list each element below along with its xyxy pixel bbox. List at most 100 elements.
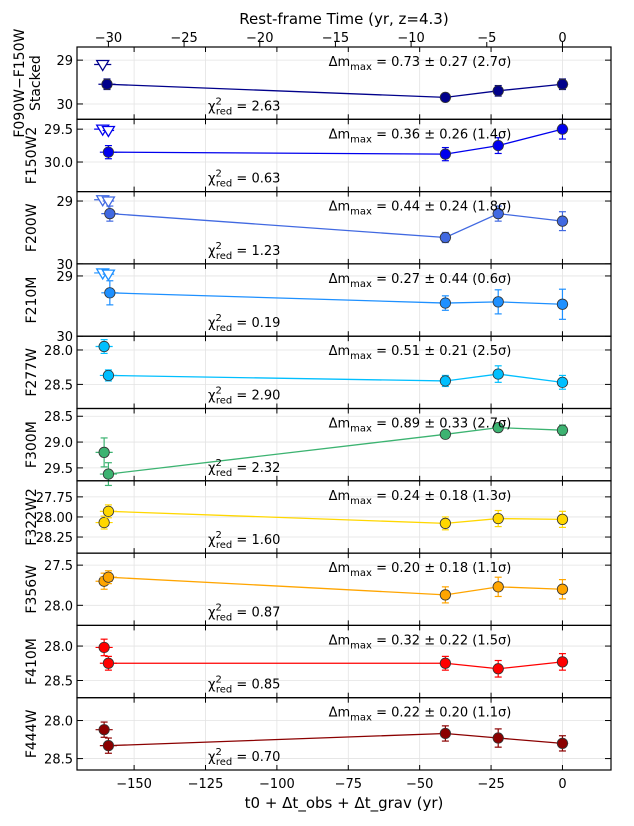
panel-label-group-7: F356W — [24, 565, 40, 614]
data-point-2-2 — [492, 208, 504, 220]
series-line-1 — [108, 128, 563, 155]
panel-label-9: F444W — [24, 709, 40, 758]
data-point-7-2 — [439, 589, 451, 601]
xtick-label: 0 — [558, 777, 566, 792]
panel-label-0-line2: Stacked — [28, 55, 44, 111]
ytick-label-7: 28.0 — [44, 599, 73, 614]
data-point-1-2 — [492, 139, 504, 152]
data-point-0-2 — [492, 85, 504, 97]
ytick-label-1: 29.5 — [44, 123, 73, 138]
panel-label-7: F356W — [24, 565, 40, 614]
panel-annotation-8: Δmmax = 0.32 ± 0.22 (1.5σ) — [329, 633, 512, 651]
data-point-0-3 — [556, 78, 569, 90]
series-line-6 — [108, 510, 563, 525]
upper-limit-marker-1-1 — [101, 125, 116, 138]
top-tick-label: −15 — [322, 31, 349, 46]
data-point-2-3 — [556, 215, 569, 227]
data-point-9-4 — [556, 737, 569, 749]
data-point-6-1 — [102, 505, 115, 517]
series-line-9 — [108, 732, 563, 747]
panel-label-group-9: F444W — [24, 709, 40, 758]
panel-chi2-0: χ2 red = 2.63 — [208, 96, 280, 117]
ytick-label-3: 30 — [56, 330, 73, 345]
top-tick-label: −25 — [170, 31, 197, 46]
data-point-1-1 — [439, 148, 451, 160]
series-line-3 — [109, 292, 563, 305]
ytick-label-8: 28.0 — [44, 640, 73, 655]
data-point-8-1 — [102, 657, 115, 669]
panel-chi2-6: χ2 red = 1.60 — [208, 530, 280, 551]
panel-annotation-2: Δmmax = 0.44 ± 0.24 (1.8σ) — [329, 200, 512, 218]
upper-limit-marker-3-1 — [101, 269, 116, 282]
xtick-label: −50 — [406, 777, 433, 792]
panel-label-4: F277W — [24, 348, 40, 397]
grid-layer — [77, 47, 611, 770]
panel-label-6: F322W2 — [24, 488, 40, 546]
series-line-4 — [108, 373, 563, 383]
data-point-7-4 — [556, 583, 569, 595]
data-point-3-0 — [104, 287, 116, 299]
panel-label-2: F200W — [24, 203, 40, 252]
data-point-4-3 — [492, 368, 504, 380]
panel-label-group-3: F210M — [24, 277, 40, 324]
panel-label-3: F210M — [24, 277, 40, 324]
data-point-7-3 — [492, 581, 504, 593]
ytick-label-4: 28.5 — [44, 378, 73, 393]
panel-label-0-line1: F090W−F150W — [12, 29, 28, 138]
panel-label-group-0: F090W−F150W Stacked — [12, 29, 44, 138]
xtick-label: −25 — [477, 777, 504, 792]
panel-chi2-8: χ2 red = 0.85 — [208, 675, 280, 696]
bottom-axis-label: t0 + Δt_obs + Δt_grav (yr) — [245, 794, 444, 813]
panel-chi2-5: χ2 red = 2.32 — [208, 458, 280, 479]
ytick-label-6: 28.00 — [36, 511, 73, 526]
data-point-4-4 — [556, 376, 569, 388]
top-tick-label: −20 — [246, 31, 273, 46]
top-tick-label: −30 — [95, 31, 122, 46]
data-point-9-1 — [102, 740, 115, 752]
data-point-6-2 — [439, 517, 451, 529]
upper-limit-marker-0-0 — [95, 59, 110, 72]
data-point-8-2 — [439, 657, 451, 669]
ytick-label-5: 29.0 — [44, 436, 73, 451]
ytick-label-8: 28.5 — [44, 674, 73, 689]
series-line-8 — [108, 661, 563, 670]
ytick-label-9: 28.5 — [44, 753, 73, 768]
panel-annotation-5: Δmmax = 0.89 ± 0.33 (2.7σ) — [329, 417, 512, 435]
top-tick-label: 0 — [558, 31, 566, 46]
data-point-6-4 — [556, 513, 569, 525]
panel-label-8: F410M — [24, 638, 40, 685]
data-point-3-3 — [556, 298, 569, 310]
data-point-3-1 — [439, 297, 451, 309]
panel-annotation-3: Δmmax = 0.27 ± 0.44 (0.6σ) — [329, 272, 512, 290]
data-point-4-0 — [98, 340, 110, 353]
panel-label-5: F300M — [24, 421, 40, 468]
series-line-2 — [109, 212, 563, 239]
panel-chi2-1: χ2 red = 0.63 — [208, 169, 280, 190]
data-point-2-1 — [439, 231, 451, 244]
ytick-label-3: 29 — [56, 270, 73, 285]
data-point-1-3 — [556, 123, 569, 135]
data-point-4-2 — [439, 375, 451, 387]
frame-layer — [76, 42, 612, 771]
data-point-3-2 — [492, 296, 504, 308]
ytick-label-6: 28.25 — [36, 531, 73, 546]
top-tick-label: −10 — [397, 31, 424, 46]
ytick-label-4: 28.0 — [44, 344, 73, 359]
panel-label-group-1: F150W2 — [24, 127, 40, 185]
panel-chi2-9: χ2 red = 0.70 — [208, 747, 280, 768]
ytick-label-5: 28.5 — [44, 410, 73, 425]
xtick-label: −100 — [259, 777, 295, 792]
top-tick-label: −5 — [477, 31, 496, 46]
series-line-5 — [108, 426, 563, 475]
ytick-label-9: 28.0 — [44, 715, 73, 730]
ytick-label-1: 30.0 — [44, 156, 73, 171]
data-point-8-3 — [492, 663, 504, 675]
data-point-0-0 — [101, 78, 113, 90]
data-point-9-2 — [439, 727, 451, 740]
data-point-9-3 — [492, 732, 504, 744]
panel-annotation-1: Δmmax = 0.36 ± 0.26 (1.4σ) — [329, 127, 512, 145]
data-point-9-0 — [98, 724, 110, 736]
data-point-5-1 — [102, 468, 115, 480]
